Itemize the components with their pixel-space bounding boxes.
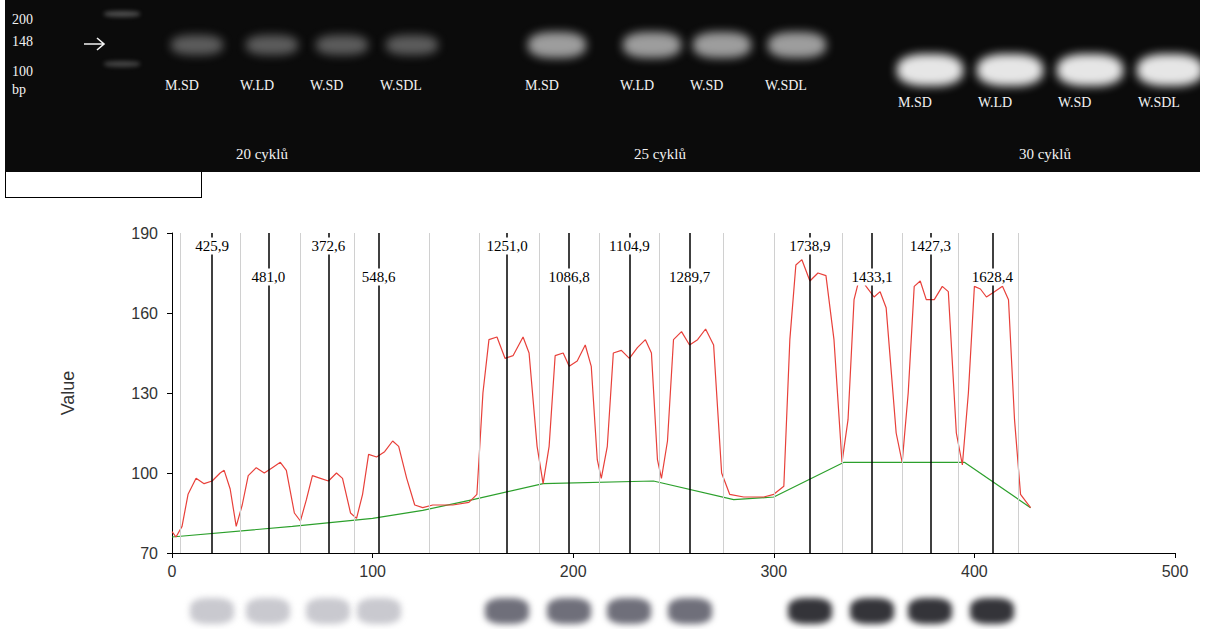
html-text:W.LD: W.LD bbox=[620, 78, 655, 93]
html-text:200: 200 bbox=[12, 12, 33, 27]
html-text:W.SDL: W.SDL bbox=[1138, 95, 1180, 110]
svg-text:100: 100 bbox=[359, 563, 386, 580]
svg-text:160: 160 bbox=[131, 305, 158, 322]
svg-text:200: 200 bbox=[560, 563, 587, 580]
svg-text:548,6: 548,6 bbox=[362, 269, 396, 285]
html-text:W.SD: W.SD bbox=[690, 78, 724, 93]
svg-text:1628,4: 1628,4 bbox=[972, 269, 1014, 285]
html-text:25 cyklů: 25 cyklů bbox=[634, 146, 686, 162]
svg-text:1289,7: 1289,7 bbox=[669, 269, 711, 285]
svg-text:1427,3: 1427,3 bbox=[910, 238, 951, 254]
html-text:30 cyklů: 30 cyklů bbox=[1019, 146, 1071, 162]
html-text:W.LD: W.LD bbox=[978, 95, 1013, 110]
svg-text:1251,0: 1251,0 bbox=[486, 238, 527, 254]
html-text:M.SD: M.SD bbox=[525, 78, 559, 93]
svg-text:300: 300 bbox=[760, 563, 787, 580]
html-text:W.SD: W.SD bbox=[310, 78, 344, 93]
svg-text:0: 0 bbox=[168, 563, 177, 580]
svg-text:400: 400 bbox=[961, 563, 988, 580]
html-text:W.SDL: W.SDL bbox=[765, 78, 807, 93]
html-text:W.SD: W.SD bbox=[1058, 95, 1092, 110]
svg-text:500: 500 bbox=[1162, 563, 1189, 580]
html-text:M.SD: M.SD bbox=[898, 95, 932, 110]
svg-text:100: 100 bbox=[131, 465, 158, 482]
html-text:W.LD: W.LD bbox=[240, 78, 275, 93]
html-text:148: 148 bbox=[12, 34, 33, 49]
svg-text:1086,8: 1086,8 bbox=[549, 269, 590, 285]
svg-text:481,0: 481,0 bbox=[251, 269, 285, 285]
svg-text:1104,9: 1104,9 bbox=[609, 238, 650, 254]
svg-text:1433,1: 1433,1 bbox=[851, 269, 892, 285]
svg-text:372,6: 372,6 bbox=[312, 238, 346, 254]
html-text:bp: bp bbox=[12, 82, 26, 97]
svg-text:1738,9: 1738,9 bbox=[789, 238, 830, 254]
svg-text:70: 70 bbox=[140, 545, 158, 562]
svg-text:425,9: 425,9 bbox=[195, 238, 229, 254]
html-text:M.SD: M.SD bbox=[165, 78, 199, 93]
html-text:20 cyklů: 20 cyklů bbox=[236, 146, 288, 162]
html-text:100: 100 bbox=[12, 64, 33, 79]
svg-text:190: 190 bbox=[131, 225, 158, 242]
svg-text:130: 130 bbox=[131, 385, 158, 402]
svg-text:Value: Value bbox=[58, 371, 78, 416]
html-text:W.SDL: W.SDL bbox=[380, 78, 422, 93]
